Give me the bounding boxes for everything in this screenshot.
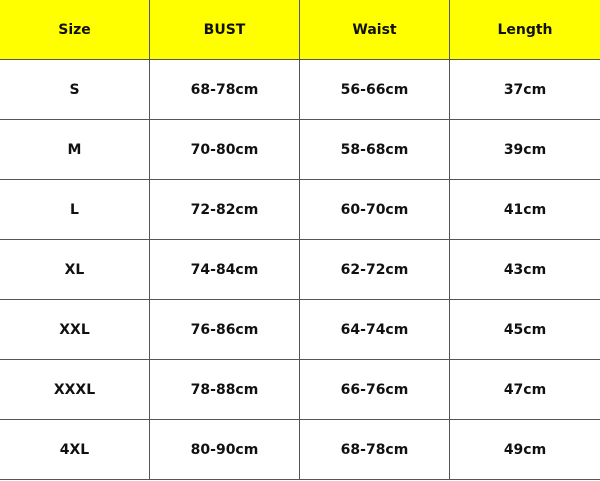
table-cell: 4XL <box>0 420 150 480</box>
table-cell: 47cm <box>450 360 600 420</box>
table-cell: 72-82cm <box>150 180 300 240</box>
table-cell: 49cm <box>450 420 600 480</box>
table-cell: 41cm <box>450 180 600 240</box>
table-cell: 70-80cm <box>150 120 300 180</box>
table-cell: M <box>0 120 150 180</box>
header-cell: BUST <box>150 0 300 60</box>
table-cell: 68-78cm <box>150 60 300 120</box>
table-cell: 39cm <box>450 120 600 180</box>
table-cell: 37cm <box>450 60 600 120</box>
table-cell: XL <box>0 240 150 300</box>
header-cell: Length <box>450 0 600 60</box>
table-cell: 56-66cm <box>300 60 450 120</box>
table-cell: 66-76cm <box>300 360 450 420</box>
table-cell: 58-68cm <box>300 120 450 180</box>
header-cell: Waist <box>300 0 450 60</box>
table-cell: 80-90cm <box>150 420 300 480</box>
table-cell: 76-86cm <box>150 300 300 360</box>
table-cell: XXL <box>0 300 150 360</box>
table-cell: L <box>0 180 150 240</box>
table-cell: 45cm <box>450 300 600 360</box>
table-cell: 64-74cm <box>300 300 450 360</box>
table-cell: XXXL <box>0 360 150 420</box>
table-cell: 68-78cm <box>300 420 450 480</box>
table-cell: 60-70cm <box>300 180 450 240</box>
table-cell: S <box>0 60 150 120</box>
table-cell: 62-72cm <box>300 240 450 300</box>
table-cell: 78-88cm <box>150 360 300 420</box>
table-cell: 74-84cm <box>150 240 300 300</box>
header-cell: Size <box>0 0 150 60</box>
table-cell: 43cm <box>450 240 600 300</box>
